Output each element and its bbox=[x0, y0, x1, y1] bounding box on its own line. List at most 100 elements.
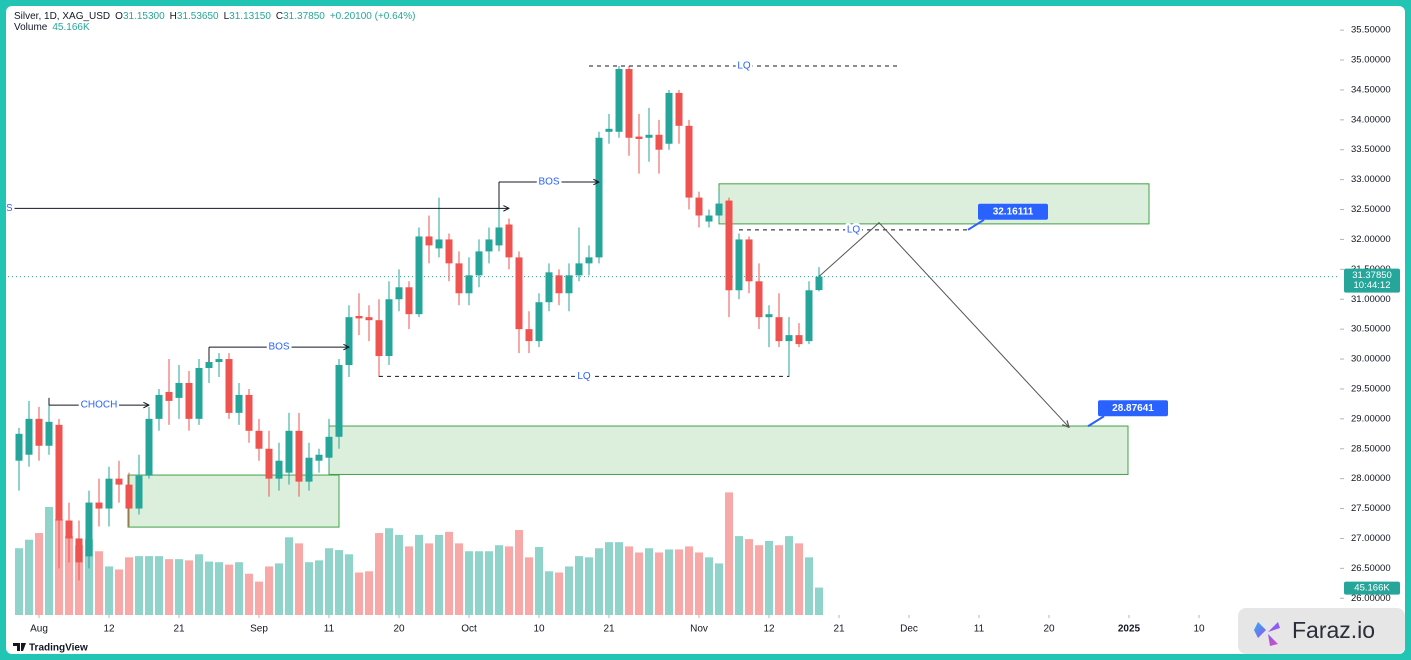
volume-bar bbox=[105, 566, 113, 615]
candle-body bbox=[185, 382, 193, 419]
candle-body bbox=[805, 290, 813, 342]
volume-bar bbox=[495, 545, 503, 615]
volume-bar bbox=[555, 572, 563, 615]
volume-bar bbox=[715, 563, 723, 615]
y-tick-label: 32.50000 bbox=[1351, 204, 1391, 215]
candle-body bbox=[215, 359, 223, 363]
candle-body bbox=[615, 68, 623, 132]
volume-bar bbox=[345, 554, 353, 615]
volume-bar bbox=[415, 534, 423, 615]
x-tick-label: 21 bbox=[833, 624, 845, 635]
volume-bar bbox=[205, 561, 213, 615]
candle-body bbox=[795, 335, 803, 345]
change: +0.20100 (+0.64%) bbox=[330, 11, 416, 22]
y-tick-label: 26.00000 bbox=[1351, 593, 1391, 604]
candle-body bbox=[535, 302, 543, 342]
volume-bar bbox=[735, 536, 743, 615]
legend-line: Silver, 1D, XAG_USD O31.15300 H31.53650 L31… bbox=[14, 11, 415, 22]
structure-label: CHOCH bbox=[81, 400, 118, 411]
candle-body bbox=[455, 263, 463, 294]
target-pointer bbox=[967, 218, 985, 231]
volume-bar bbox=[245, 573, 253, 615]
volume-bar bbox=[615, 542, 623, 615]
volume-bar bbox=[725, 492, 733, 615]
ohlc-key: H bbox=[170, 11, 177, 22]
volume-bar bbox=[355, 572, 363, 615]
candle-body bbox=[45, 421, 53, 446]
candle-body bbox=[255, 430, 263, 449]
ohlc-value: 31.15300 bbox=[123, 11, 165, 22]
y-tick-label: 33.00000 bbox=[1351, 174, 1391, 185]
candle-body bbox=[625, 68, 633, 138]
volume-bar bbox=[765, 540, 773, 615]
watermark: Faraz.io bbox=[1238, 608, 1405, 654]
volume-bar bbox=[25, 539, 33, 615]
candle-body bbox=[645, 134, 653, 138]
candle-body bbox=[655, 134, 663, 150]
x-tick-label: 10 bbox=[1193, 624, 1205, 635]
volume-value: 45.166K bbox=[52, 22, 90, 33]
volume-bar bbox=[155, 556, 163, 615]
candle-body bbox=[315, 454, 323, 461]
volume-bar bbox=[85, 539, 93, 615]
volume-bar bbox=[695, 552, 703, 615]
candle-body bbox=[265, 448, 273, 479]
panel bbox=[6, 6, 1405, 654]
y-tick-label: 29.00000 bbox=[1351, 413, 1391, 424]
candle-body bbox=[115, 478, 123, 485]
candle-body bbox=[475, 251, 483, 276]
candle-body bbox=[355, 315, 363, 319]
candle-body bbox=[365, 317, 373, 321]
x-tick-label: 21 bbox=[603, 624, 615, 635]
candle-body bbox=[815, 276, 823, 291]
last-price-label: 31.37850 bbox=[1352, 270, 1392, 281]
candle-body bbox=[725, 200, 733, 291]
y-tick-label: 33.50000 bbox=[1351, 144, 1391, 155]
candle-body bbox=[505, 224, 513, 258]
x-tick-label: Dec bbox=[900, 624, 918, 635]
candle-body bbox=[295, 430, 303, 482]
ohlc-value: 31.37850 bbox=[283, 11, 325, 22]
candle-body bbox=[145, 418, 153, 476]
y-tick-label: 26.50000 bbox=[1351, 563, 1391, 574]
candle-body bbox=[305, 457, 313, 482]
last-price-box bbox=[1344, 268, 1400, 293]
candle-body bbox=[405, 287, 413, 315]
candle-body bbox=[485, 239, 493, 252]
volume-bar bbox=[565, 566, 573, 615]
x-tick-label: 12 bbox=[763, 624, 775, 635]
candle-body bbox=[25, 418, 33, 455]
volume-bar bbox=[15, 548, 23, 615]
volume-bar bbox=[265, 566, 273, 615]
volume-bar bbox=[135, 556, 143, 615]
volume-bar bbox=[65, 536, 73, 615]
candle-body bbox=[715, 203, 723, 216]
x-tick-label: 20 bbox=[393, 624, 405, 635]
target-box bbox=[978, 203, 1048, 220]
candle-body bbox=[285, 430, 293, 473]
candle-body bbox=[555, 275, 563, 294]
candle-body bbox=[165, 391, 173, 401]
x-tick-label: Oct bbox=[461, 624, 477, 635]
volume-bar bbox=[515, 530, 523, 615]
candle-body bbox=[755, 281, 763, 318]
volume-bar bbox=[585, 557, 593, 615]
volume-legend: Volume 45.166K bbox=[14, 22, 90, 33]
candle-body bbox=[585, 257, 593, 264]
candle-body bbox=[105, 478, 113, 509]
volume-bar bbox=[175, 559, 183, 615]
volume-bar bbox=[315, 560, 323, 615]
watermark-text: Faraz.io bbox=[1292, 617, 1375, 643]
volume-bar bbox=[625, 546, 633, 615]
candle-body bbox=[595, 137, 603, 258]
volume-bar bbox=[785, 536, 793, 615]
candle-body bbox=[175, 382, 183, 398]
volume-bar bbox=[305, 562, 313, 615]
x-tick-label: 2025 bbox=[1118, 624, 1141, 635]
candle-body bbox=[745, 239, 753, 282]
volume-bar bbox=[485, 551, 493, 615]
volume-bar bbox=[535, 547, 543, 615]
volume-bar bbox=[755, 545, 763, 615]
volume-axis-label: 45.166K bbox=[1354, 583, 1390, 594]
